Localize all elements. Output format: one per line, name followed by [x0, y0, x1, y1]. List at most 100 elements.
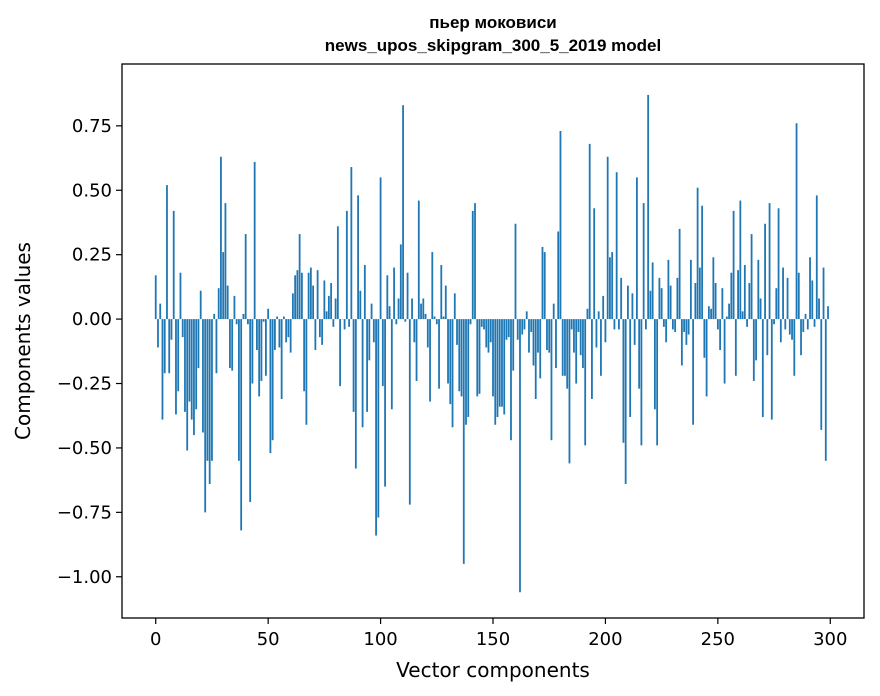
bar — [298, 234, 301, 320]
bar — [390, 319, 393, 410]
bar — [404, 319, 407, 322]
bar — [505, 319, 508, 340]
bar — [480, 319, 483, 327]
bar — [577, 319, 580, 332]
bar — [546, 319, 548, 351]
bar — [438, 319, 440, 389]
bar — [238, 319, 240, 461]
bar — [226, 285, 229, 320]
bar — [229, 319, 231, 369]
bar — [820, 319, 823, 430]
bar — [444, 285, 447, 320]
bar — [618, 319, 620, 330]
bar — [312, 285, 315, 320]
bar — [712, 257, 715, 320]
bar — [620, 277, 623, 320]
bar — [552, 303, 555, 320]
bar — [647, 94, 650, 320]
bar — [323, 280, 326, 320]
bar — [184, 319, 186, 412]
bar — [215, 319, 218, 374]
bar — [199, 290, 202, 320]
bar — [582, 319, 584, 369]
bar — [669, 285, 672, 320]
bar — [600, 319, 602, 376]
bar — [274, 319, 276, 351]
bar — [300, 272, 303, 320]
y-tick-label: 0.25 — [72, 245, 112, 266]
bar — [456, 319, 458, 345]
bar — [489, 319, 492, 343]
bar — [519, 319, 521, 593]
bar — [206, 319, 209, 461]
bar — [636, 177, 638, 320]
bar — [471, 210, 474, 320]
bar — [595, 319, 598, 348]
bar — [359, 290, 362, 320]
bar — [163, 319, 166, 374]
bar — [633, 319, 636, 345]
bar — [460, 319, 463, 397]
bar — [642, 203, 645, 320]
bar — [424, 313, 427, 320]
bar — [723, 319, 726, 384]
bar — [791, 319, 793, 340]
bar — [685, 319, 688, 345]
bar — [251, 319, 254, 384]
bar — [220, 156, 222, 320]
bar — [768, 203, 771, 320]
bar — [478, 319, 481, 394]
bar — [186, 319, 189, 451]
bar — [208, 319, 211, 485]
bar — [289, 319, 292, 353]
bar — [222, 252, 225, 320]
bar — [674, 319, 677, 332]
bar — [591, 319, 593, 399]
bar — [231, 319, 234, 371]
bar — [235, 319, 238, 325]
bar — [166, 185, 168, 320]
bar — [224, 203, 227, 320]
bar — [384, 319, 386, 487]
bar — [694, 283, 697, 320]
bar — [193, 319, 195, 436]
bar — [766, 319, 769, 356]
bar — [521, 319, 524, 335]
bar — [265, 319, 267, 376]
bar — [680, 319, 683, 366]
bar — [656, 319, 659, 446]
bar — [802, 319, 805, 332]
bar — [725, 316, 728, 320]
bar — [188, 319, 191, 402]
bar — [815, 195, 818, 320]
bar — [339, 319, 341, 387]
bar — [797, 272, 800, 320]
bar — [597, 311, 600, 320]
bar — [294, 275, 297, 320]
bar — [327, 295, 330, 320]
bar — [213, 313, 216, 320]
bar — [541, 246, 544, 320]
bar — [303, 319, 306, 392]
bar — [534, 319, 537, 399]
bar — [451, 319, 454, 428]
bar — [777, 208, 780, 320]
bar — [399, 244, 402, 320]
bar — [555, 319, 557, 369]
bar — [314, 319, 317, 351]
bar — [602, 295, 605, 320]
bar — [631, 293, 634, 320]
bar — [321, 319, 324, 345]
bar — [350, 167, 353, 320]
bar — [624, 319, 627, 485]
bar — [588, 143, 591, 320]
bar — [757, 259, 760, 320]
bar — [743, 264, 746, 320]
bar — [363, 264, 366, 320]
bar — [611, 252, 614, 320]
bar — [752, 319, 755, 381]
bar — [483, 319, 485, 330]
bar — [773, 319, 775, 325]
bar — [748, 283, 751, 320]
